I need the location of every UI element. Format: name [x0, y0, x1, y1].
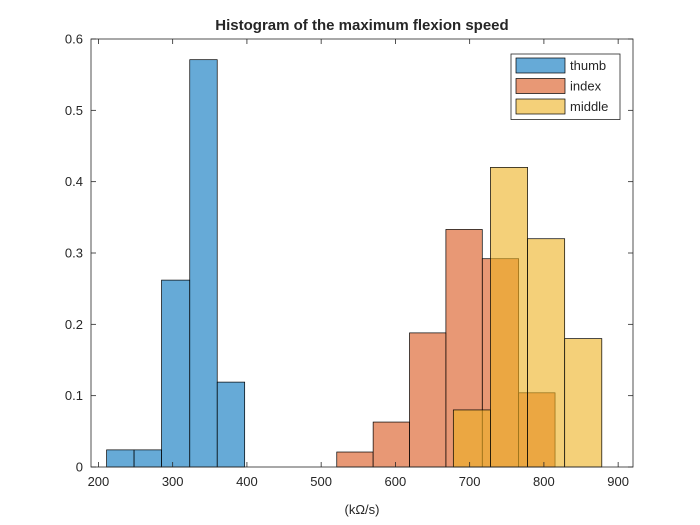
middle-bar-3 [527, 238, 566, 468]
legend-label-thumb: thumb [570, 58, 606, 73]
x-axis-label: (kΩ/s) [345, 502, 380, 517]
legend-swatch-index [515, 78, 566, 94]
ticks-layer: 200 300 400 500 600 700 800 900 0 0.1 0.2 0.3 0.4 0.5… [65, 32, 633, 489]
index-bar-1 [336, 451, 374, 468]
y-tick-label: 0.3 [65, 246, 83, 261]
y-tick-label: 0.6 [65, 32, 83, 47]
x-tick-label: 500 [310, 474, 332, 489]
index-bar-3 [409, 332, 447, 468]
legend-swatch-thumb [515, 57, 566, 74]
thumb-bar-1 [106, 449, 135, 468]
thumb-bar-3 [161, 279, 191, 468]
y-tick-label: 0.2 [65, 317, 83, 332]
middle-bar-4 [564, 338, 603, 468]
bars-layer [106, 59, 603, 468]
legend-label-index: index [570, 79, 602, 94]
middle-bar-1 [452, 409, 491, 468]
x-tick-label: 300 [162, 474, 184, 489]
x-tick-label: 400 [236, 474, 258, 489]
chart-title: Histogram of the maximum flexion speed [215, 17, 508, 34]
y-tick-label: 0.4 [65, 174, 83, 189]
x-tick-label: 200 [88, 474, 110, 489]
y-tick-label: 0 [76, 460, 83, 475]
legend-swatch-middle [515, 98, 566, 115]
x-tick-label: 700 [459, 474, 481, 489]
y-tick-label: 0.1 [65, 388, 83, 403]
thumb-bar-2 [133, 449, 162, 468]
x-tick-label: 800 [533, 474, 555, 489]
middle-bar-2 [490, 167, 528, 468]
thumb-bar-4 [189, 59, 218, 468]
x-tick-label: 900 [607, 474, 629, 489]
legend: thumb index middle [510, 53, 621, 120]
index-bar-2 [372, 421, 410, 468]
thumb-bar-5 [216, 381, 246, 468]
legend-label-middle: middle [570, 99, 608, 114]
y-tick-label: 0.5 [65, 103, 83, 118]
x-tick-label: 600 [385, 474, 407, 489]
